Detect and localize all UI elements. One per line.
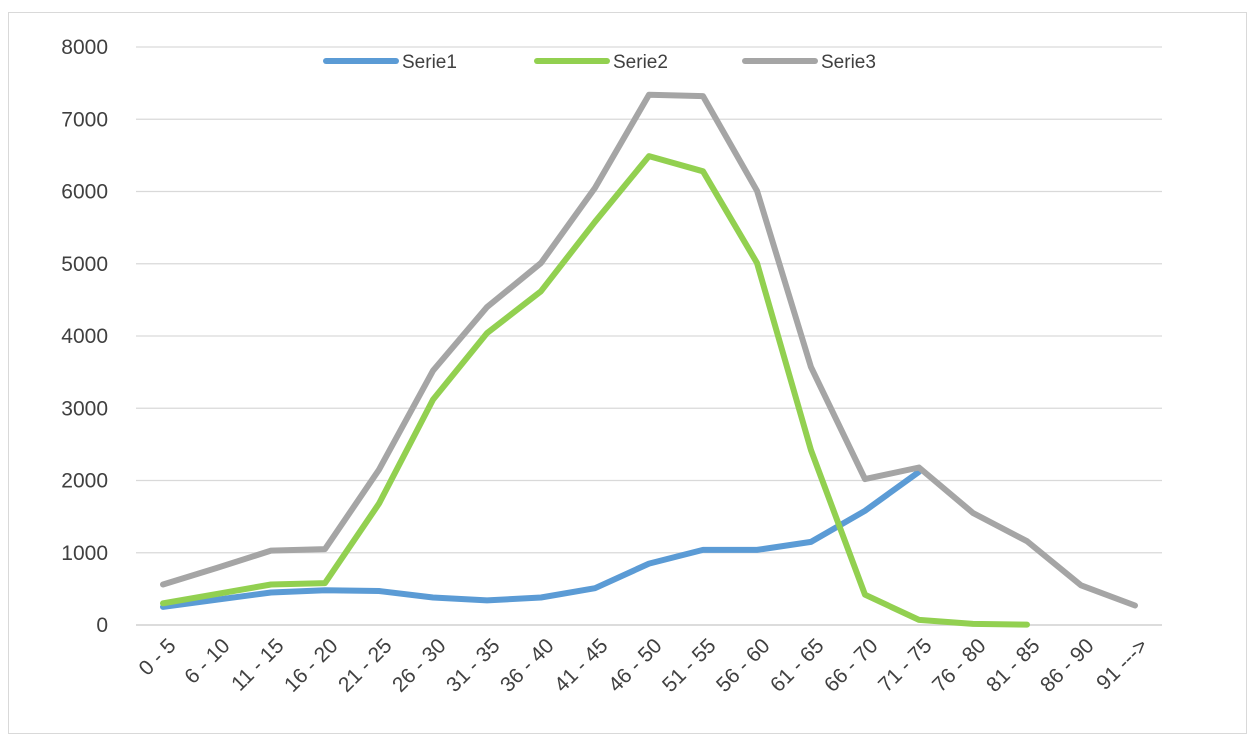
y-tick-label: 1000 — [61, 542, 108, 565]
x-tick-label: 0 - 5 — [135, 634, 181, 680]
series-line-serie3 — [160, 91, 1138, 609]
x-tick-label: 31 - 35 — [442, 634, 505, 697]
y-axis-tick-labels: 0 1000 2000 3000 4000 5000 6000 7000 8000 — [61, 36, 108, 637]
series-lines — [160, 91, 1138, 628]
y-tick-label: 3000 — [61, 397, 108, 420]
x-tick-label: 51 - 55 — [658, 634, 721, 697]
x-tick-label: 56 - 60 — [712, 634, 775, 697]
x-tick-label: 81 - 85 — [982, 634, 1045, 697]
x-tick-label: 26 - 30 — [388, 634, 451, 697]
x-tick-label: 41 - 45 — [550, 634, 613, 697]
y-tick-label: 7000 — [61, 108, 108, 131]
x-tick-label: 91 ---> — [1092, 634, 1152, 694]
x-tick-label: 61 - 65 — [766, 634, 829, 697]
legend: Serie1 Serie2 Serie3 — [323, 52, 876, 73]
legend-item-serie3: Serie3 — [742, 52, 876, 73]
y-tick-label: 5000 — [61, 253, 108, 276]
y-tick-label: 6000 — [61, 181, 108, 204]
gridlines — [136, 46, 1162, 626]
x-tick-label: 86 - 90 — [1036, 634, 1099, 697]
x-tick-label: 6 - 10 — [180, 634, 234, 688]
series-line-serie2 — [160, 153, 1030, 628]
y-tick-label: 2000 — [61, 470, 108, 493]
legend-label: Serie2 — [613, 52, 668, 73]
series-line-serie1 — [160, 468, 922, 610]
x-tick-label: 36 - 40 — [496, 634, 559, 697]
x-tick-label: 16 - 20 — [280, 634, 343, 697]
x-tick-label: 11 - 15 — [227, 634, 288, 695]
legend-item-serie2: Serie2 — [534, 52, 668, 73]
x-tick-label: 21 - 25 — [334, 634, 397, 697]
y-tick-label: 8000 — [61, 36, 108, 59]
legend-label: Serie1 — [402, 52, 457, 73]
x-tick-label: 71 - 75 — [874, 634, 937, 697]
x-tick-label: 76 - 80 — [928, 634, 991, 697]
y-tick-label: 0 — [96, 614, 108, 637]
x-tick-label: 46 - 50 — [604, 634, 667, 697]
legend-label: Serie3 — [821, 52, 876, 73]
legend-item-serie1: Serie1 — [323, 52, 457, 73]
x-tick-label: 66 - 70 — [820, 634, 883, 697]
y-tick-label: 4000 — [61, 325, 108, 348]
